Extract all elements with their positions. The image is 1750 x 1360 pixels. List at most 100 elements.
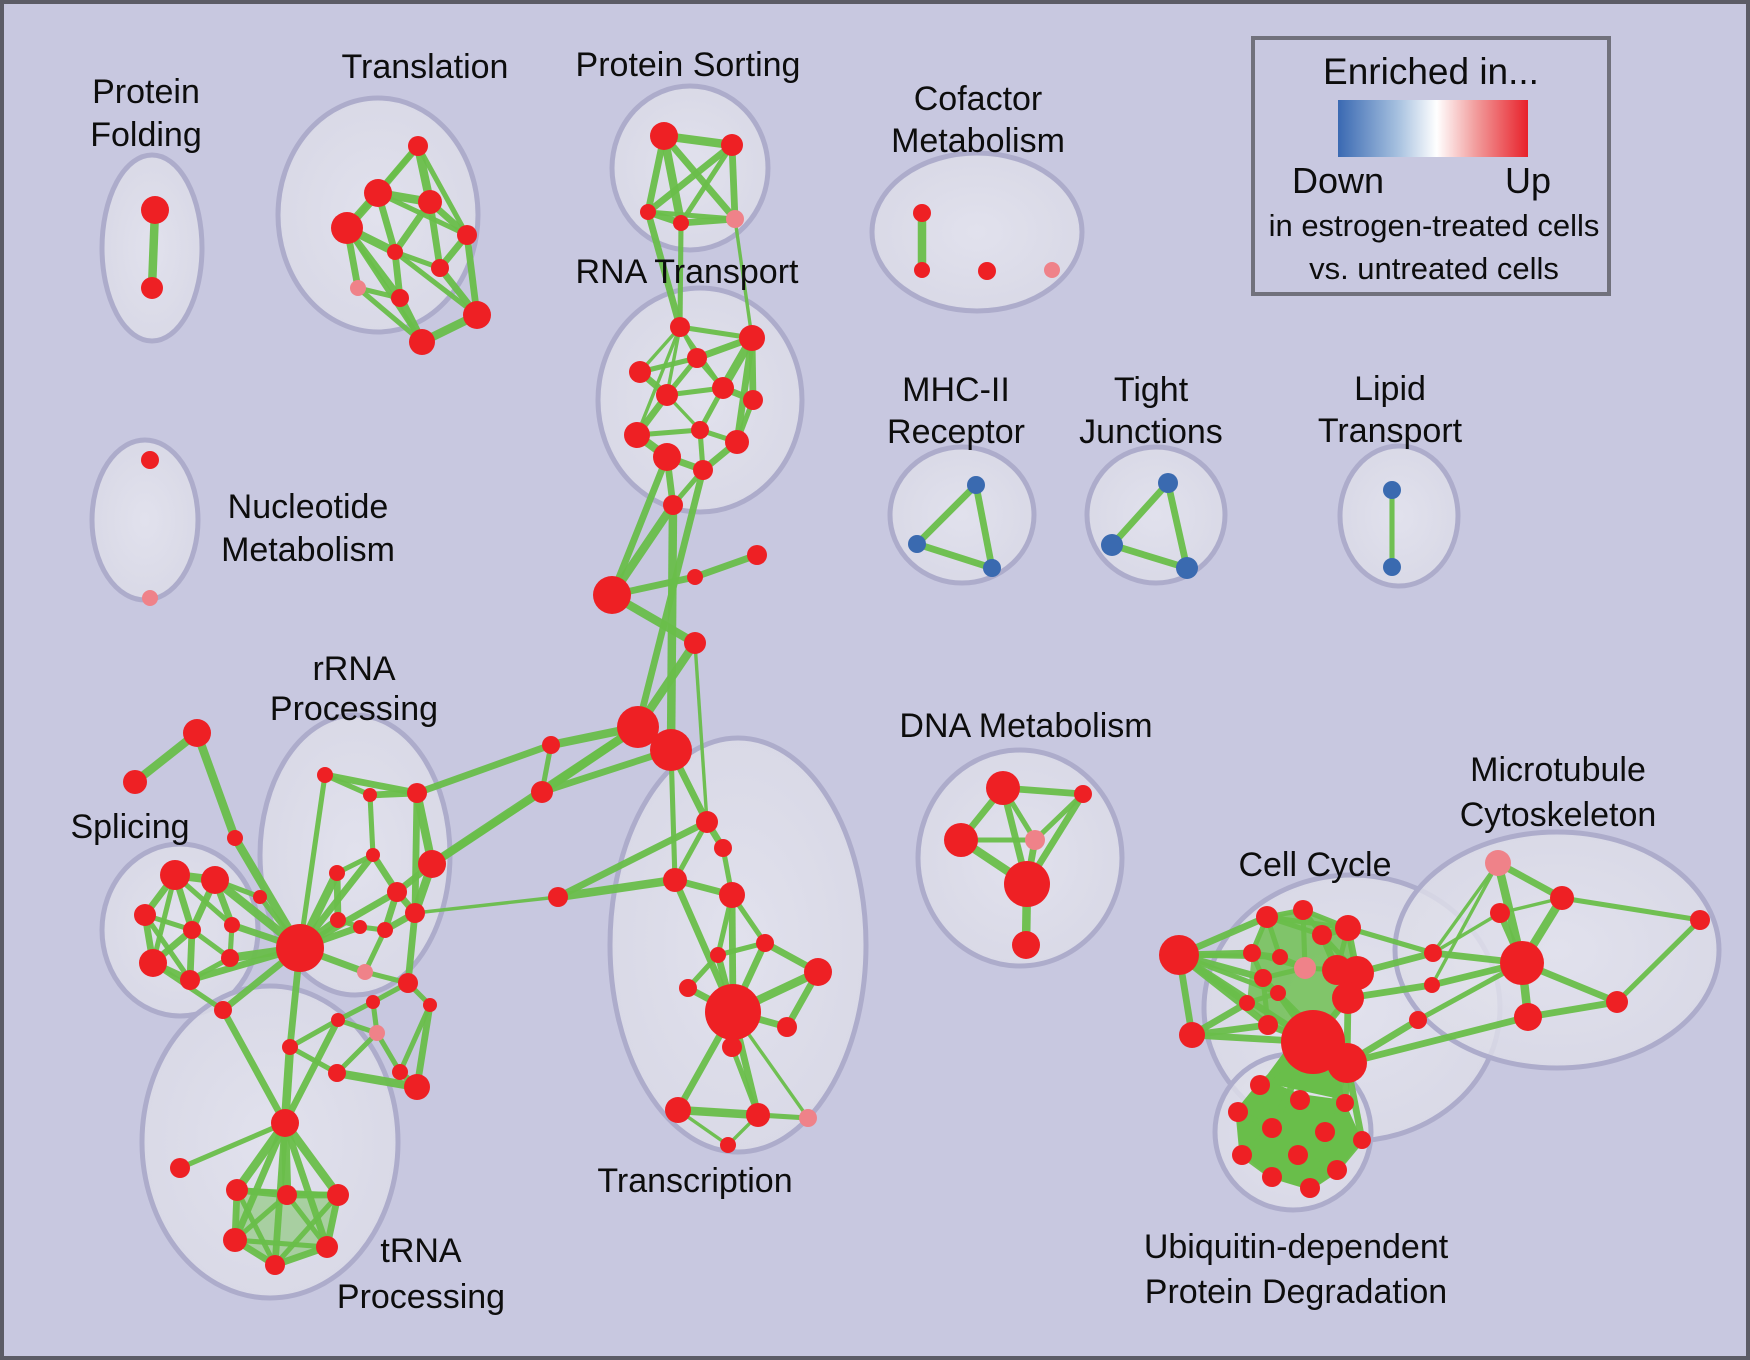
node-rr7 <box>387 882 407 902</box>
edge-cg2-mt3 <box>1346 1013 1529 1067</box>
node-c4 <box>684 632 706 654</box>
node-r13 <box>663 495 683 515</box>
node-t6 <box>387 244 403 260</box>
node-u10 <box>1327 1160 1347 1180</box>
edge-mt6-mp <box>1430 862 1500 986</box>
edge-ps2-ps3 <box>645 142 735 215</box>
node-x4 <box>719 882 745 908</box>
node-x6 <box>710 947 726 963</box>
cluster-label-rna-transport: RNA Transport <box>576 253 800 291</box>
edge-t1-t5 <box>415 144 470 237</box>
node-rr3 <box>407 783 427 803</box>
edge-x1-c4 <box>693 642 709 823</box>
node-cc5 <box>1243 944 1261 962</box>
node-u3 <box>1336 1094 1354 1112</box>
node-rr19 <box>282 1039 298 1055</box>
node-x12 <box>665 1097 691 1123</box>
node-lt1 <box>1383 481 1401 499</box>
node-u7 <box>1353 1131 1371 1149</box>
edge-mt5-mp <box>1431 862 1500 954</box>
edge-c7-rr3 <box>415 741 553 797</box>
node-mt5 <box>1424 944 1442 962</box>
node-sp10 <box>214 1001 232 1019</box>
node-u1 <box>1250 1075 1270 1095</box>
edge-m2-m3 <box>915 540 994 572</box>
edge-tj2-tj3 <box>1111 541 1188 572</box>
node-u2 <box>1290 1090 1310 1110</box>
node-c2 <box>687 569 703 585</box>
cluster-label-rrna-processing: rRNA Processing <box>270 650 438 728</box>
node-tj2 <box>1101 534 1123 556</box>
node-x5 <box>756 934 774 952</box>
node-lt2 <box>1383 558 1401 576</box>
node-mt7 <box>1409 1011 1427 1029</box>
node-cc13 <box>1332 982 1364 1014</box>
edge-x12-x13 <box>677 1105 759 1120</box>
node-nm1 <box>141 451 159 469</box>
node-r5 <box>656 384 678 406</box>
node-r12 <box>693 460 713 480</box>
node-ps2 <box>721 134 743 156</box>
legend-frame <box>1251 36 1611 296</box>
node-r6 <box>712 377 734 399</box>
node-sp3 <box>134 904 156 926</box>
cluster-label-nucleotide-metabolism: Nucleotide Metabolism <box>221 488 395 569</box>
legend-up-label: Up <box>1505 160 1551 201</box>
node-rr12 <box>357 964 373 980</box>
cluster-label-translation: Translation <box>342 48 509 86</box>
node-x8 <box>804 958 832 986</box>
edge-rr15-rr21 <box>413 1004 434 1088</box>
node-cc9 <box>1254 969 1272 987</box>
edge-c9-rr11 <box>414 895 559 915</box>
cluster-cofactor-metabolism <box>869 150 1085 314</box>
node-t11 <box>409 329 435 355</box>
node-cc7 <box>1294 957 1316 979</box>
node-d3 <box>944 823 978 857</box>
cluster-label-tight-junctions: Tight Junctions <box>1079 371 1223 451</box>
edge-r1-r8 <box>635 326 682 436</box>
node-cc4 <box>1312 925 1332 945</box>
node-d5 <box>1004 861 1050 907</box>
node-rr11 <box>405 903 425 923</box>
node-x9 <box>705 984 761 1040</box>
edge-r11-c1 <box>608 455 671 597</box>
node-c8 <box>531 781 553 803</box>
node-x11 <box>722 1037 742 1057</box>
node-sp1 <box>160 860 190 890</box>
node-d1 <box>986 771 1020 805</box>
edge-c9-x3 <box>557 875 676 902</box>
node-t9 <box>391 289 409 307</box>
cluster-label-dna-metabolism: DNA Metabolism <box>899 707 1152 745</box>
edge-r1-r5 <box>665 326 682 396</box>
legend-box: Enriched in... Down Up in estrogen-treat… <box>1251 36 1611 296</box>
node-m3 <box>983 559 1001 577</box>
node-ps4 <box>673 215 689 231</box>
edge-c8-rr6 <box>430 789 544 867</box>
node-u9 <box>1288 1145 1308 1165</box>
cluster-label-transcription: Transcription <box>597 1162 792 1200</box>
node-x10 <box>777 1017 797 1037</box>
edge-c6-c8 <box>540 746 673 796</box>
edge-mt4-mt8 <box>1615 918 1702 1004</box>
edge-mt5-mt2 <box>1432 911 1501 955</box>
node-ch <box>1159 935 1199 975</box>
node-ti <box>170 1158 190 1178</box>
node-mt4 <box>1606 991 1628 1013</box>
cluster-label-ubiquitin-degradation: Ubiquitin-dependent Protein Degradation <box>1144 1228 1449 1311</box>
node-r10 <box>725 430 749 454</box>
cluster-transcription <box>607 735 869 1155</box>
cluster-translation <box>275 95 481 335</box>
node-x13 <box>746 1103 770 1127</box>
node-nm2 <box>142 590 158 606</box>
node-tr2 <box>277 1185 297 1205</box>
node-sp8 <box>221 949 239 967</box>
node-ps5 <box>726 210 744 228</box>
node-tj1 <box>1158 473 1178 493</box>
node-s2 <box>123 770 147 794</box>
node-rr15 <box>423 998 437 1012</box>
node-rr20 <box>328 1064 346 1082</box>
node-u4 <box>1228 1102 1248 1122</box>
edge-s1-s3 <box>193 731 239 840</box>
node-pf2 <box>141 277 163 299</box>
